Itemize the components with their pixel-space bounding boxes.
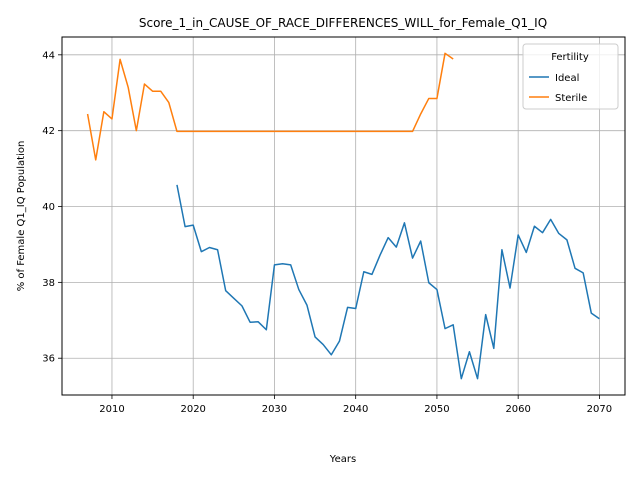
- legend-box: [522, 43, 619, 110]
- x-axis-label: Years: [329, 454, 356, 465]
- legend-label-sterile: Sterile: [555, 93, 587, 104]
- x-tick-label: 2060: [505, 404, 530, 415]
- y-tick-label: 40: [42, 202, 55, 213]
- series-line-ideal: [176, 184, 600, 380]
- series-layer: [86, 52, 600, 380]
- x-tick-label: 2050: [424, 404, 449, 415]
- x-tick-label: 2010: [99, 404, 124, 415]
- series-line-sterile: [86, 52, 454, 161]
- legend: Fertility Ideal Sterile: [522, 43, 619, 110]
- y-tick-label: 42: [42, 126, 55, 137]
- chart-title: Score_1_in_CAUSE_OF_RACE_DIFFERENCES_WIL…: [139, 16, 547, 30]
- x-axis: 2010 2020 2030 2040 2050 2060 2070: [99, 395, 612, 415]
- y-tick-label: 38: [42, 278, 55, 289]
- x-tick-label: 2040: [343, 404, 368, 415]
- y-axis-label: % of Female Q1_IQ Population: [16, 141, 27, 292]
- legend-label-ideal: Ideal: [555, 73, 579, 84]
- axes-frame: [61, 36, 626, 396]
- grid: [62, 37, 625, 395]
- x-tick-label: 2070: [587, 404, 612, 415]
- x-tick-label: 2030: [262, 404, 287, 415]
- legend-title: Fertility: [551, 52, 589, 63]
- y-axis: 36 38 40 42 44: [42, 50, 62, 365]
- y-tick-label: 44: [42, 50, 55, 61]
- y-tick-label: 36: [42, 354, 55, 365]
- x-tick-label: 2020: [180, 404, 205, 415]
